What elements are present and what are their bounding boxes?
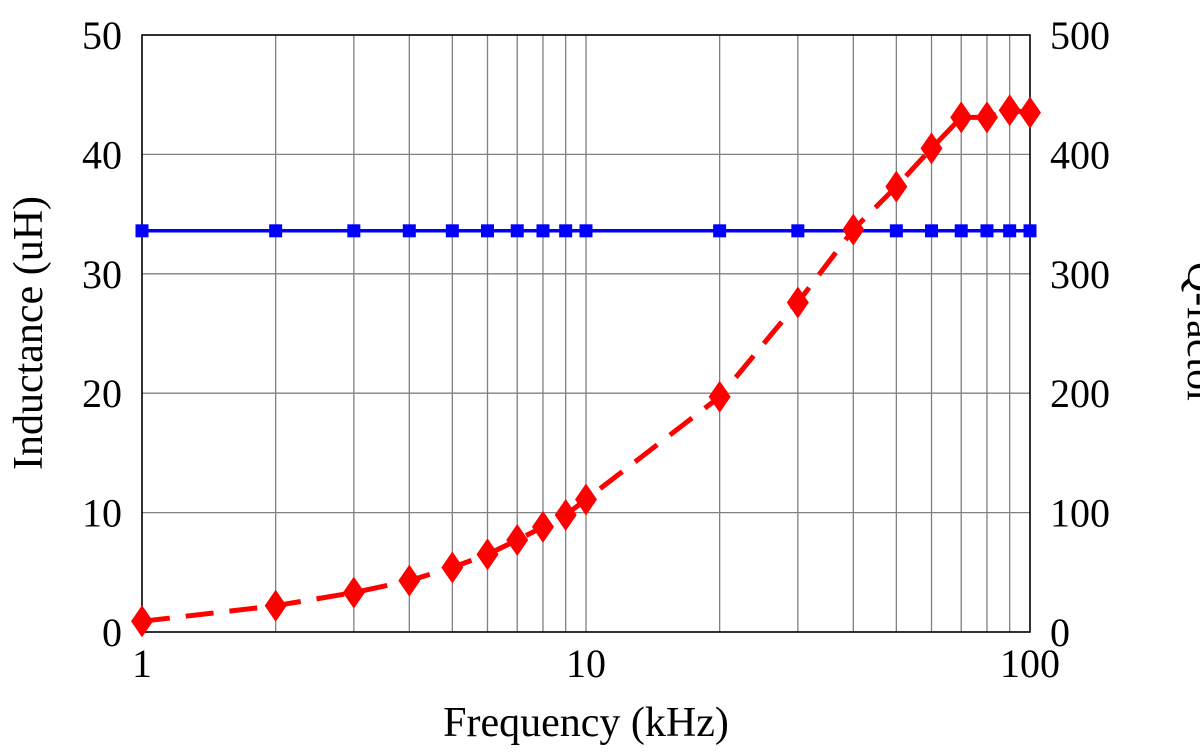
y2-tick-label: 200 xyxy=(1050,371,1110,416)
data-point-square xyxy=(559,224,573,238)
data-point-diamond xyxy=(398,564,421,597)
data-point-diamond xyxy=(554,498,577,531)
data-point-diamond xyxy=(975,101,998,134)
y2-tick-label: 0 xyxy=(1050,610,1070,655)
data-point-square xyxy=(347,224,361,238)
data-point-square xyxy=(791,224,805,238)
data-point-square xyxy=(445,224,459,238)
data-point-square xyxy=(980,224,994,238)
y2-tick-label: 500 xyxy=(1050,13,1110,58)
data-point-square xyxy=(954,224,968,238)
data-point-diamond xyxy=(842,213,865,246)
data-point-square xyxy=(480,224,494,238)
data-point-diamond xyxy=(441,551,464,584)
data-point-square xyxy=(1003,224,1017,238)
y2-axis-title: Q-factor xyxy=(1178,262,1200,404)
data-point-diamond xyxy=(342,576,365,609)
data-point-diamond xyxy=(506,524,529,557)
data-point-square xyxy=(579,224,593,238)
series-layer xyxy=(131,94,1041,638)
data-point-diamond xyxy=(708,380,731,413)
data-point-square xyxy=(1023,224,1037,238)
data-point-diamond xyxy=(998,94,1021,127)
y-tick-label: 20 xyxy=(82,371,122,416)
y-tick-label: 40 xyxy=(82,132,122,177)
data-point-diamond xyxy=(885,170,908,203)
plot-frame xyxy=(141,34,1031,633)
data-point-diamond xyxy=(476,538,499,571)
y-tick-label: 50 xyxy=(82,13,122,58)
y2-tick-label: 100 xyxy=(1050,491,1110,536)
data-point-diamond xyxy=(920,132,943,165)
data-point-diamond xyxy=(575,483,597,516)
data-point-square xyxy=(135,224,149,238)
x-axis-title: Frequency (kHz) xyxy=(443,700,729,746)
x-tick-label: 10 xyxy=(566,641,606,686)
data-point-diamond xyxy=(531,510,554,543)
data-point-diamond xyxy=(131,605,153,638)
data-point-square xyxy=(889,224,903,238)
data-point-square xyxy=(402,224,416,238)
x-tick-label: 100 xyxy=(1000,641,1060,686)
data-point-diamond xyxy=(786,286,809,319)
data-point-square xyxy=(510,224,524,238)
y2-tick-label: 400 xyxy=(1050,132,1110,177)
data-point-diamond xyxy=(950,101,973,134)
y-tick-label: 10 xyxy=(82,491,122,536)
data-point-square xyxy=(269,224,283,238)
y2-tick-label: 300 xyxy=(1050,252,1110,297)
x-tick-label: 1 xyxy=(132,641,152,686)
data-point-square xyxy=(536,224,550,238)
y-axis-title: Inductance (uH) xyxy=(6,196,52,470)
data-point-diamond xyxy=(1019,96,1041,129)
y-tick-label: 30 xyxy=(82,252,122,297)
data-point-diamond xyxy=(264,589,287,622)
data-point-square xyxy=(924,224,938,238)
grid-lines xyxy=(142,35,1030,632)
data-point-square xyxy=(713,224,727,238)
y-tick-label: 0 xyxy=(102,610,122,655)
